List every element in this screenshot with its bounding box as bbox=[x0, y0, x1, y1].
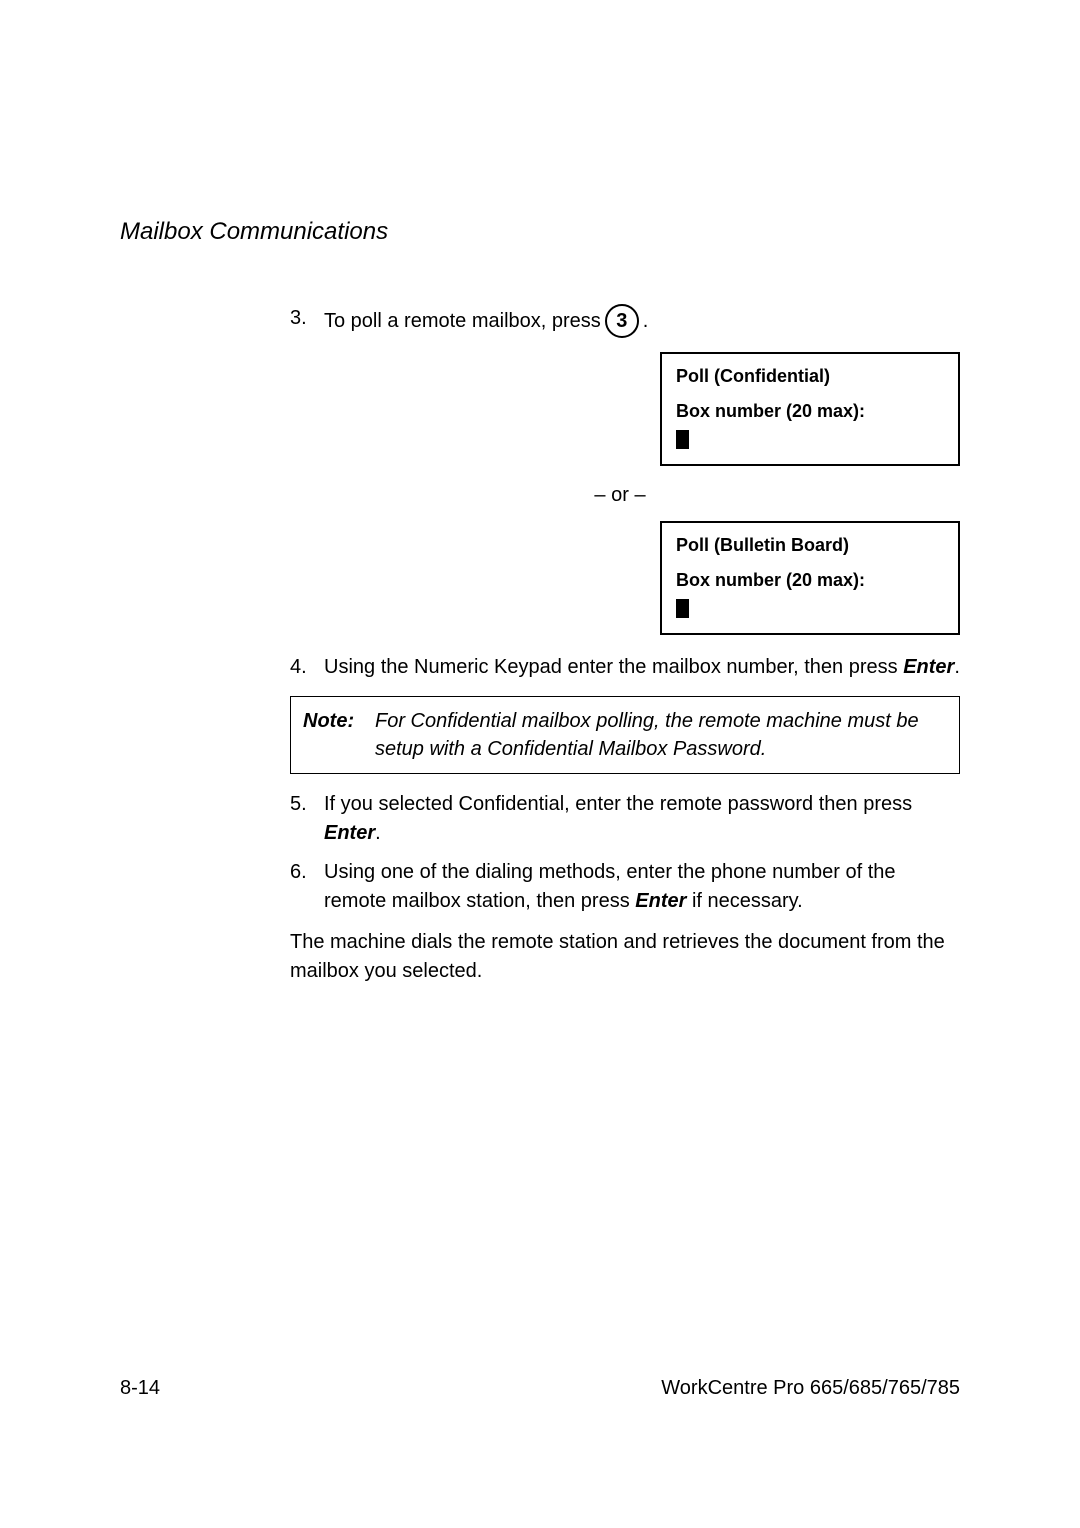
lcd-line1: Poll (Bulletin Board) bbox=[676, 535, 944, 556]
step-6-after: if necessary. bbox=[686, 890, 802, 912]
lcd-line1: Poll (Confidential) bbox=[676, 366, 944, 387]
footer: 8-14 WorkCentre Pro 665/685/765/785 bbox=[120, 1377, 960, 1400]
cursor-icon bbox=[676, 599, 689, 618]
keycap-3-icon: 3 bbox=[605, 304, 639, 338]
step-3-text: To poll a remote mailbox, press 3 . bbox=[324, 304, 960, 338]
step-5-after: . bbox=[375, 822, 381, 844]
section-title: Mailbox Communications bbox=[120, 218, 960, 246]
step-6-number: 6. bbox=[290, 858, 324, 916]
page: Mailbox Communications 3. To poll a remo… bbox=[0, 0, 1080, 1528]
lcd-display-confidential: Poll (Confidential) Box number (20 max): bbox=[660, 352, 960, 466]
product-name: WorkCentre Pro 665/685/765/785 bbox=[661, 1377, 960, 1400]
step-3-after: . bbox=[643, 307, 649, 336]
cursor-icon bbox=[676, 430, 689, 449]
step-6: 6. Using one of the dialing methods, ent… bbox=[290, 858, 960, 916]
lcd-line2: Box number (20 max): bbox=[676, 570, 944, 591]
or-separator: – or – bbox=[470, 484, 770, 507]
note-text: For Confidential mailbox polling, the re… bbox=[375, 707, 947, 763]
note-label: Note: bbox=[303, 707, 375, 763]
step-5-number: 5. bbox=[290, 790, 324, 848]
step-3-number: 3. bbox=[290, 304, 324, 338]
content-area: 3. To poll a remote mailbox, press 3 . P… bbox=[290, 304, 960, 986]
step-6-text: Using one of the dialing methods, enter … bbox=[324, 858, 960, 916]
enter-key-label: Enter bbox=[903, 656, 954, 678]
lcd-line2: Box number (20 max): bbox=[676, 401, 944, 422]
step-4-before: Using the Numeric Keypad enter the mailb… bbox=[324, 656, 903, 678]
step-6-before: Using one of the dialing methods, enter … bbox=[324, 861, 896, 912]
note-box: Note: For Confidential mailbox polling, … bbox=[290, 696, 960, 774]
step-4: 4. Using the Numeric Keypad enter the ma… bbox=[290, 653, 960, 682]
page-number: 8-14 bbox=[120, 1377, 160, 1400]
note-row: Note: For Confidential mailbox polling, … bbox=[303, 707, 947, 763]
closing-paragraph: The machine dials the remote station and… bbox=[290, 928, 960, 986]
step-4-after: . bbox=[954, 656, 960, 678]
step-3-before: To poll a remote mailbox, press bbox=[324, 307, 601, 336]
enter-key-label: Enter bbox=[324, 822, 375, 844]
step-4-number: 4. bbox=[290, 653, 324, 682]
step-5-before: If you selected Confidential, enter the … bbox=[324, 793, 912, 815]
step-4-text: Using the Numeric Keypad enter the mailb… bbox=[324, 653, 960, 682]
step-5: 5. If you selected Confidential, enter t… bbox=[290, 790, 960, 848]
lcd-display-bulletin: Poll (Bulletin Board) Box number (20 max… bbox=[660, 521, 960, 635]
enter-key-label: Enter bbox=[635, 890, 686, 912]
step-3: 3. To poll a remote mailbox, press 3 . bbox=[290, 304, 960, 338]
step-5-text: If you selected Confidential, enter the … bbox=[324, 790, 960, 848]
